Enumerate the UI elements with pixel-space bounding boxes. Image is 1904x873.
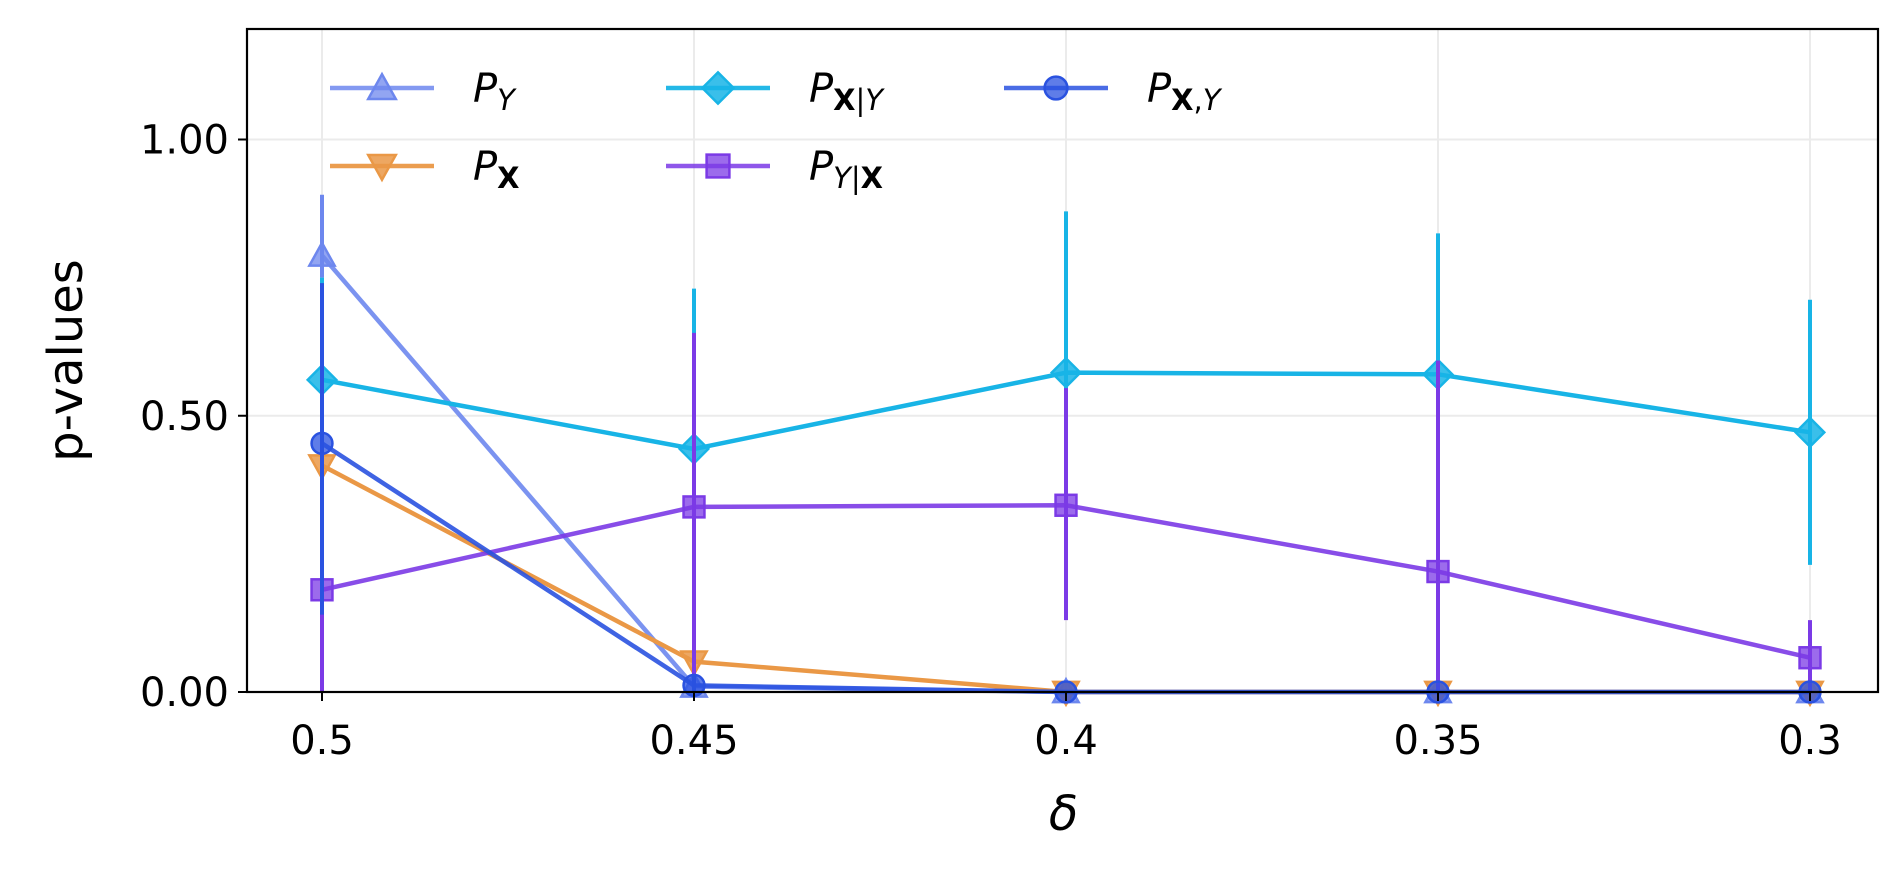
legend-label: PX|Y [809, 66, 885, 117]
data-point [682, 495, 706, 519]
legend-label: PX [473, 144, 519, 195]
x-axis-label: δ [1049, 786, 1078, 842]
axis-ticks: 0.5 0.45 0.4 0.35 0.3 0.00 0.50 1.00 [140, 118, 1842, 765]
y-axis-label: p-values [38, 259, 94, 462]
x-tick-label: 0.4 [1034, 718, 1098, 764]
plot-frame [245, 27, 1880, 694]
x-tick-label: 0.3 [1778, 718, 1842, 764]
legend-item: PX [330, 144, 519, 195]
y-tick-label: 1.00 [140, 118, 229, 164]
y-tick-label: 0.00 [140, 670, 229, 716]
data-point [1426, 559, 1450, 584]
legend-marker [705, 153, 731, 179]
legend-label: PY|X [809, 144, 883, 195]
data-point [1793, 416, 1827, 449]
data-point [1798, 646, 1822, 670]
legend-item: PX,Y [1004, 66, 1223, 117]
legend-item: PY|X [666, 144, 883, 195]
legend: PY PX PX|Y PY|X PX,Y [330, 66, 1223, 195]
legend-marker [366, 153, 398, 183]
data-point [1054, 493, 1078, 517]
legend-label: PY [473, 66, 517, 117]
x-tick-label: 0.35 [1393, 718, 1482, 764]
legend-item: PX|Y [666, 66, 885, 117]
x-tick-label: 0.45 [649, 718, 738, 764]
data-point [307, 240, 337, 267]
legend-label: PX,Y [1147, 66, 1223, 117]
y-tick-label: 0.50 [140, 394, 229, 440]
legend-marker [700, 70, 736, 106]
data-point [310, 431, 334, 456]
data-point [1049, 356, 1083, 389]
legend-marker [366, 71, 398, 101]
legend-marker [1043, 75, 1069, 101]
legend-item: PY [330, 66, 517, 117]
x-tick-label: 0.5 [290, 718, 354, 764]
